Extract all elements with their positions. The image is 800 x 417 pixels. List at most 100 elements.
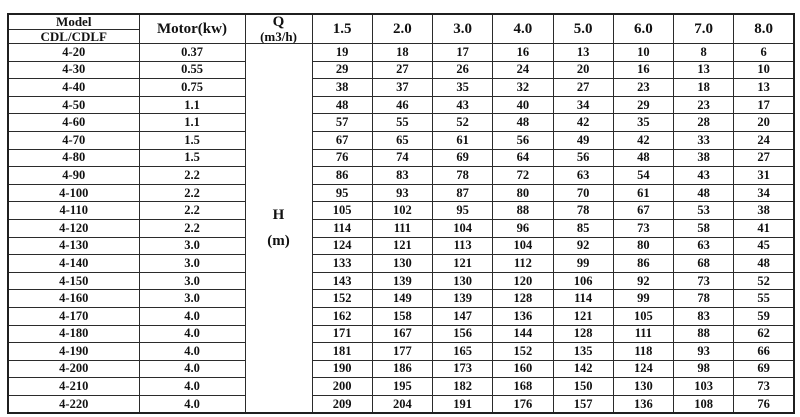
model-cell: 4-200 — [7, 359, 140, 379]
head-value-cell: 48 — [672, 183, 735, 203]
head-value-cell: 18 — [371, 43, 434, 62]
head-value-cell: 76 — [733, 394, 795, 414]
head-value-cell: 35 — [612, 113, 675, 132]
motor-kw-cell: 3.0 — [138, 271, 246, 291]
head-value-cell: 165 — [431, 342, 494, 361]
model-cell: 4-130 — [7, 236, 140, 256]
head-value-cell: 121 — [552, 306, 614, 326]
head-value-cell: 29 — [311, 60, 373, 80]
head-value-cell: 99 — [552, 254, 614, 273]
head-value-cell: 177 — [371, 342, 434, 361]
motor-kw-column-header: Motor(kw) — [138, 13, 246, 44]
head-value-cell: 61 — [612, 183, 675, 203]
head-value-cell: 168 — [492, 377, 554, 396]
head-value-cell: 130 — [612, 377, 675, 396]
head-value-cell: 38 — [311, 78, 373, 97]
motor-kw-cell: 4.0 — [138, 342, 246, 361]
model-cell: 4-150 — [7, 271, 140, 291]
motor-kw-cell: 3.0 — [138, 236, 246, 256]
model-cell: 4-100 — [7, 183, 140, 203]
head-value-cell: 150 — [552, 377, 614, 396]
head-value-cell: 157 — [552, 394, 614, 414]
head-value-cell: 88 — [492, 201, 554, 220]
head-value-cell: 112 — [492, 254, 554, 273]
table-row: 4-20 0.37 H (m) 19 18 17 16 13 10 8 6 — [7, 43, 795, 414]
motor-kw-cell: 2.2 — [138, 183, 246, 203]
head-value-cell: 52 — [733, 271, 795, 291]
head-value-cell: 48 — [612, 148, 675, 168]
head-value-cell: 10 — [612, 43, 675, 62]
table-row: 4-90 2.2 86 83 78 72 63 54 43 31 — [7, 166, 795, 185]
model-cell: 4-220 — [7, 394, 140, 414]
head-value-cell: 114 — [311, 218, 373, 238]
flow-rate-column-header: 3.0 — [431, 13, 494, 44]
flow-rate-q-column-header: Q (m3/h) — [244, 13, 313, 44]
model-column-header: Model — [7, 13, 140, 30]
head-value-cell: 195 — [371, 377, 434, 396]
head-value-cell: 152 — [311, 289, 373, 308]
head-value-cell: 68 — [672, 254, 735, 273]
motor-kw-cell: 2.2 — [138, 201, 246, 220]
model-cell: 4-170 — [7, 306, 140, 326]
model-cell: 4-120 — [7, 218, 140, 238]
head-value-cell: 139 — [431, 289, 494, 308]
head-value-cell: 204 — [371, 394, 434, 414]
head-value-cell: 103 — [672, 377, 735, 396]
head-value-cell: 13 — [733, 78, 795, 97]
head-value-cell: 144 — [492, 324, 554, 344]
head-value-cell: 86 — [612, 254, 675, 273]
head-value-cell: 43 — [431, 95, 494, 115]
flow-rate-column-header: 7.0 — [672, 13, 735, 44]
model-cell: 4-50 — [7, 95, 140, 115]
head-value-cell: 190 — [311, 359, 373, 379]
head-value-cell: 99 — [612, 289, 675, 308]
motor-kw-cell: 1.1 — [138, 95, 246, 115]
head-value-cell: 23 — [612, 78, 675, 97]
pump-performance-table-container: Model Motor(kw) Q (m3/h) 1.5 2.0 3.0 4.0 5.0… — [7, 13, 795, 415]
head-value-cell: 143 — [311, 271, 373, 291]
table-row: 4-160 3.0 152 149 139 128 114 99 78 55 — [7, 289, 795, 308]
head-value-cell: 88 — [672, 324, 735, 344]
motor-kw-cell: 0.55 — [138, 60, 246, 80]
head-value-cell: 162 — [311, 306, 373, 326]
head-value-cell: 31 — [733, 166, 795, 185]
model-cell: 4-190 — [7, 342, 140, 361]
flow-rate-column-header: 6.0 — [612, 13, 675, 44]
head-value-cell: 67 — [311, 130, 373, 150]
head-value-cell: 105 — [612, 306, 675, 326]
head-value-cell: 57 — [311, 113, 373, 132]
head-value-cell: 17 — [431, 43, 494, 62]
table-row: 4-130 3.0 124 121 113 104 92 80 63 45 — [7, 236, 795, 256]
head-value-cell: 48 — [311, 95, 373, 115]
head-value-cell: 72 — [492, 166, 554, 185]
head-value-cell: 52 — [431, 113, 494, 132]
head-value-cell: 147 — [431, 306, 494, 326]
head-value-cell: 65 — [371, 130, 434, 150]
head-value-cell: 108 — [672, 394, 735, 414]
table-row: 4-220 4.0 209 204 191 176 157 136 108 76 — [7, 394, 795, 414]
head-value-cell: 38 — [672, 148, 735, 168]
model-cell: 4-20 — [7, 43, 140, 62]
model-cell: 4-40 — [7, 78, 140, 97]
head-value-cell: 181 — [311, 342, 373, 361]
flow-rate-column-header: 8.0 — [733, 13, 795, 44]
head-value-cell: 26 — [431, 60, 494, 80]
head-value-cell: 83 — [672, 306, 735, 326]
head-value-cell: 45 — [733, 236, 795, 256]
head-value-cell: 130 — [431, 271, 494, 291]
head-value-cell: 209 — [311, 394, 373, 414]
head-value-cell: 73 — [612, 218, 675, 238]
head-value-cell: 104 — [492, 236, 554, 256]
head-value-cell: 69 — [431, 148, 494, 168]
model-cell: 4-160 — [7, 289, 140, 308]
head-value-cell: 128 — [492, 289, 554, 308]
head-value-cell: 120 — [492, 271, 554, 291]
head-value-cell: 86 — [311, 166, 373, 185]
flow-rate-column-header: 1.5 — [311, 13, 373, 44]
head-value-cell: 58 — [672, 218, 735, 238]
head-value-cell: 95 — [311, 183, 373, 203]
pump-performance-table: Model Motor(kw) Q (m3/h) 1.5 2.0 3.0 4.0 5.0… — [7, 13, 795, 415]
head-value-cell: 43 — [672, 166, 735, 185]
motor-kw-cell: 4.0 — [138, 394, 246, 414]
head-value-cell: 23 — [672, 95, 735, 115]
